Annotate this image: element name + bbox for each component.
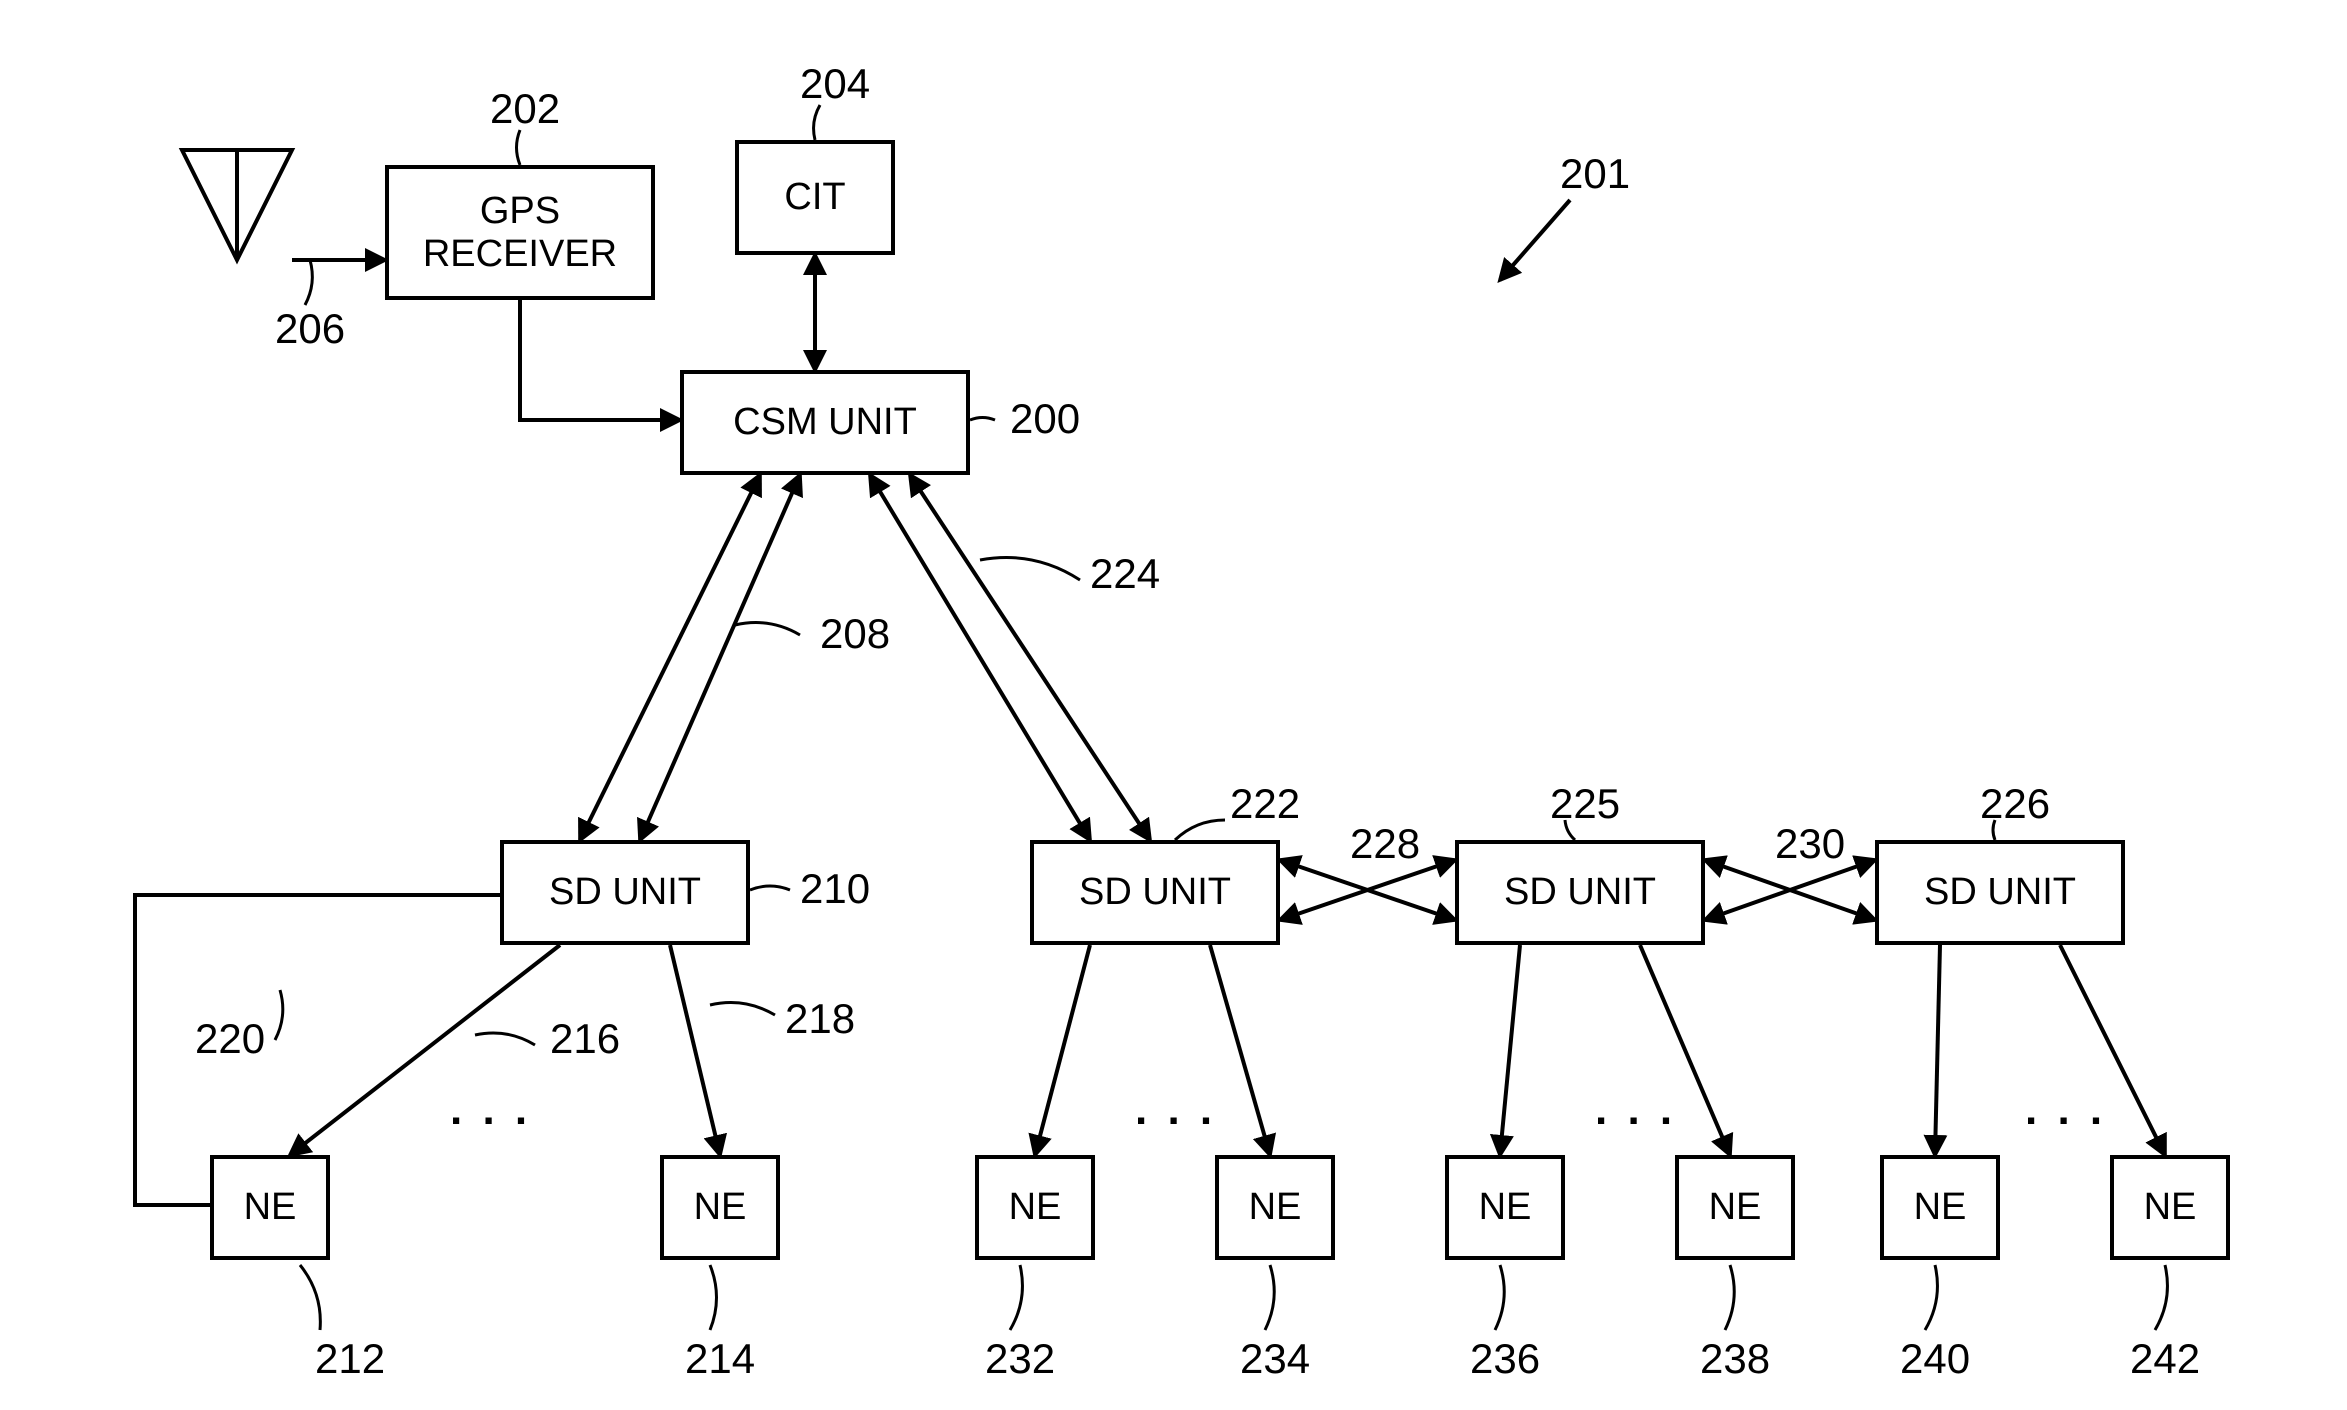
ref-label-202: 202 xyxy=(490,85,560,133)
ref-label-218: 218 xyxy=(785,995,855,1043)
ref-label-228: 228 xyxy=(1350,820,1420,868)
ref-label-225: 225 xyxy=(1550,780,1620,828)
ref-label-224: 224 xyxy=(1090,550,1160,598)
ref-label-220: 220 xyxy=(195,1015,265,1063)
node-sd-unit-210: SD UNIT xyxy=(500,840,750,945)
ref-label-204: 204 xyxy=(800,60,870,108)
node-ne-214: NE xyxy=(660,1155,780,1260)
node-gps-receiver: GPS RECEIVER xyxy=(385,165,655,300)
node-text: SD UNIT xyxy=(1079,871,1231,914)
node-ne-242: NE xyxy=(2110,1155,2230,1260)
ref-label-214: 214 xyxy=(685,1335,755,1383)
ref-label-226: 226 xyxy=(1980,780,2050,828)
ref-label-238: 238 xyxy=(1700,1335,1770,1383)
node-text: NE xyxy=(1709,1186,1762,1229)
node-text: NE xyxy=(2144,1186,2197,1229)
node-text: SD UNIT xyxy=(1924,871,2076,914)
node-text: NE xyxy=(1914,1186,1967,1229)
ref-label-230: 230 xyxy=(1775,820,1845,868)
node-ne-240: NE xyxy=(1880,1155,2000,1260)
ellipsis: . . . xyxy=(450,1085,531,1135)
node-text: NE xyxy=(244,1186,297,1229)
node-sd-unit-222: SD UNIT xyxy=(1030,840,1280,945)
ref-label-234: 234 xyxy=(1240,1335,1310,1383)
node-cit: CIT xyxy=(735,140,895,255)
node-ne-234: NE xyxy=(1215,1155,1335,1260)
diagram-canvas: GPS RECEIVER CIT CSM UNIT SD UNIT SD UNI… xyxy=(0,0,2347,1410)
node-text: CIT xyxy=(784,176,845,219)
ref-label-206: 206 xyxy=(275,305,345,353)
node-text: CSM UNIT xyxy=(733,401,917,444)
ref-label-200: 200 xyxy=(1010,395,1080,443)
ellipsis: . . . xyxy=(2025,1085,2106,1135)
node-text: SD UNIT xyxy=(1504,871,1656,914)
ref-label-208: 208 xyxy=(820,610,890,658)
ellipsis: . . . xyxy=(1595,1085,1676,1135)
node-sd-unit-225: SD UNIT xyxy=(1455,840,1705,945)
ref-label-236: 236 xyxy=(1470,1335,1540,1383)
node-text: SD UNIT xyxy=(549,871,701,914)
ref-label-222: 222 xyxy=(1230,780,1300,828)
node-sd-unit-226: SD UNIT xyxy=(1875,840,2125,945)
ref-label-212: 212 xyxy=(315,1335,385,1383)
ref-label-216: 216 xyxy=(550,1015,620,1063)
node-csm-unit: CSM UNIT xyxy=(680,370,970,475)
node-ne-236: NE xyxy=(1445,1155,1565,1260)
ref-label-242: 242 xyxy=(2130,1335,2200,1383)
ellipsis: . . . xyxy=(1135,1085,1216,1135)
ref-label-240: 240 xyxy=(1900,1335,1970,1383)
node-ne-212: NE xyxy=(210,1155,330,1260)
node-ne-238: NE xyxy=(1675,1155,1795,1260)
ref-label-201: 201 xyxy=(1560,150,1630,198)
node-text: NE xyxy=(1249,1186,1302,1229)
node-text: GPS RECEIVER xyxy=(423,190,617,276)
node-text: NE xyxy=(1009,1186,1062,1229)
ref-label-210: 210 xyxy=(800,865,870,913)
node-ne-232: NE xyxy=(975,1155,1095,1260)
node-text: NE xyxy=(694,1186,747,1229)
node-text: NE xyxy=(1479,1186,1532,1229)
ref-label-232: 232 xyxy=(985,1335,1055,1383)
